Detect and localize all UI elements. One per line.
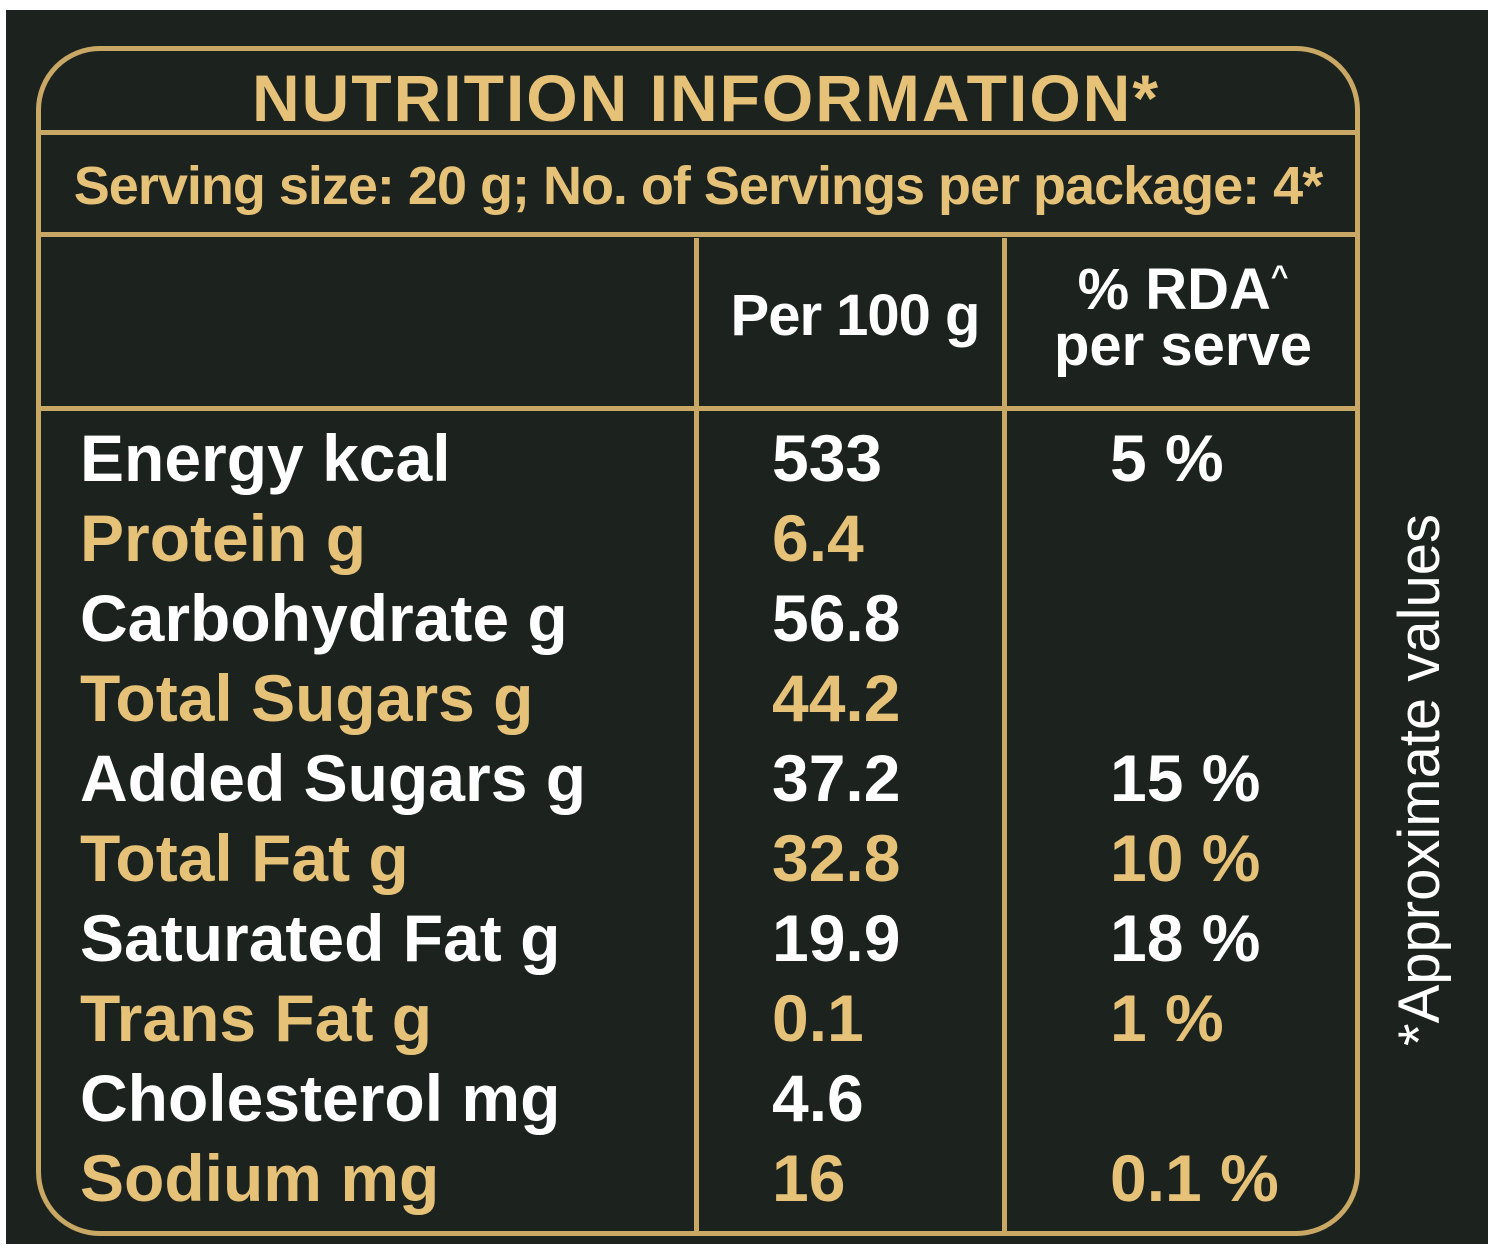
- nutrient-row: Carbohydrate g 56.8: [6, 578, 1366, 658]
- nutrient-row: Total Sugars g 44.2: [6, 658, 1366, 738]
- nutrient-rda-per-serve: 18 %: [1110, 901, 1261, 975]
- divider-serving: [36, 232, 1360, 237]
- nutrient-rda-per-serve: 1 %: [1110, 981, 1224, 1055]
- nutrient-name: Sodium mg: [80, 1141, 440, 1215]
- nutrient-rda-per-serve: 10 %: [1110, 821, 1261, 895]
- nutrient-row: Protein g 6.4: [6, 498, 1366, 578]
- nutrient-row: Saturated Fat g 19.9 18 %: [6, 898, 1366, 978]
- nutrient-value-per-100g: 6.4: [772, 501, 864, 575]
- rda-caret: ^: [1270, 260, 1289, 293]
- approximate-values-note: *Approximate values: [1387, 514, 1452, 1046]
- nutrient-value-per-100g: 16: [772, 1141, 846, 1215]
- nutrient-value-per-100g: 0.1: [772, 981, 864, 1055]
- nutrient-name: Energy kcal: [80, 421, 451, 495]
- nutrient-name: Cholesterol mg: [80, 1061, 561, 1135]
- nutrient-name: Trans Fat g: [80, 981, 433, 1055]
- nutrient-value-per-100g: 19.9: [772, 901, 901, 975]
- nutrient-row: Trans Fat g 0.1 1 %: [6, 978, 1366, 1058]
- divider-title: [36, 130, 1360, 135]
- nutrient-name: Total Fat g: [80, 821, 409, 895]
- nutrient-value-per-100g: 37.2: [772, 741, 901, 815]
- nutrient-value-per-100g: 4.6: [772, 1061, 864, 1135]
- nutrient-value-per-100g: 44.2: [772, 661, 901, 735]
- nutrient-row: Added Sugars g 37.2 15 %: [6, 738, 1366, 818]
- rda-per-serve: per serve: [1054, 313, 1312, 378]
- nutrient-name: Saturated Fat g: [80, 901, 561, 975]
- nutrient-value-per-100g: 32.8: [772, 821, 901, 895]
- column-header-per-100g: Per 100 g: [730, 283, 981, 348]
- nutrient-value-per-100g: 56.8: [772, 581, 901, 655]
- nutrition-panel: NUTRITION INFORMATION* Serving size: 20 …: [6, 10, 1488, 1244]
- divider-col-2: [1002, 238, 1007, 1236]
- nutrient-row: Cholesterol mg 4.6: [6, 1058, 1366, 1138]
- nutrient-rda-per-serve: 5 %: [1110, 421, 1224, 495]
- serving-info: Serving size: 20 g; No. of Servings per …: [73, 156, 1323, 216]
- nutrient-name: Protein g: [80, 501, 367, 575]
- nutrient-rda-per-serve: 15 %: [1110, 741, 1261, 815]
- nutrient-value-per-100g: 533: [772, 421, 883, 495]
- nutrient-name: Total Sugars g: [80, 661, 534, 735]
- nutrient-name: Carbohydrate g: [80, 581, 568, 655]
- nutrient-rda-per-serve: 0.1 %: [1110, 1141, 1279, 1215]
- nutrient-row: Sodium mg 16 0.1 %: [6, 1138, 1366, 1218]
- rda-label: % RDA: [1077, 257, 1271, 322]
- nutrient-name: Added Sugars g: [80, 741, 587, 815]
- nutrient-row: Energy kcal 533 5 %: [6, 418, 1366, 498]
- nutrient-row: Total Fat g 32.8 10 %: [6, 818, 1366, 898]
- table-title: NUTRITION INFORMATION*: [251, 61, 1161, 135]
- column-header-rda: % RDA^ per serve: [1010, 260, 1356, 378]
- divider-col-1: [694, 238, 699, 1236]
- nutrient-rows: Energy kcal 533 5 % Protein g 6.4 Carbohydrat…: [6, 418, 1366, 1218]
